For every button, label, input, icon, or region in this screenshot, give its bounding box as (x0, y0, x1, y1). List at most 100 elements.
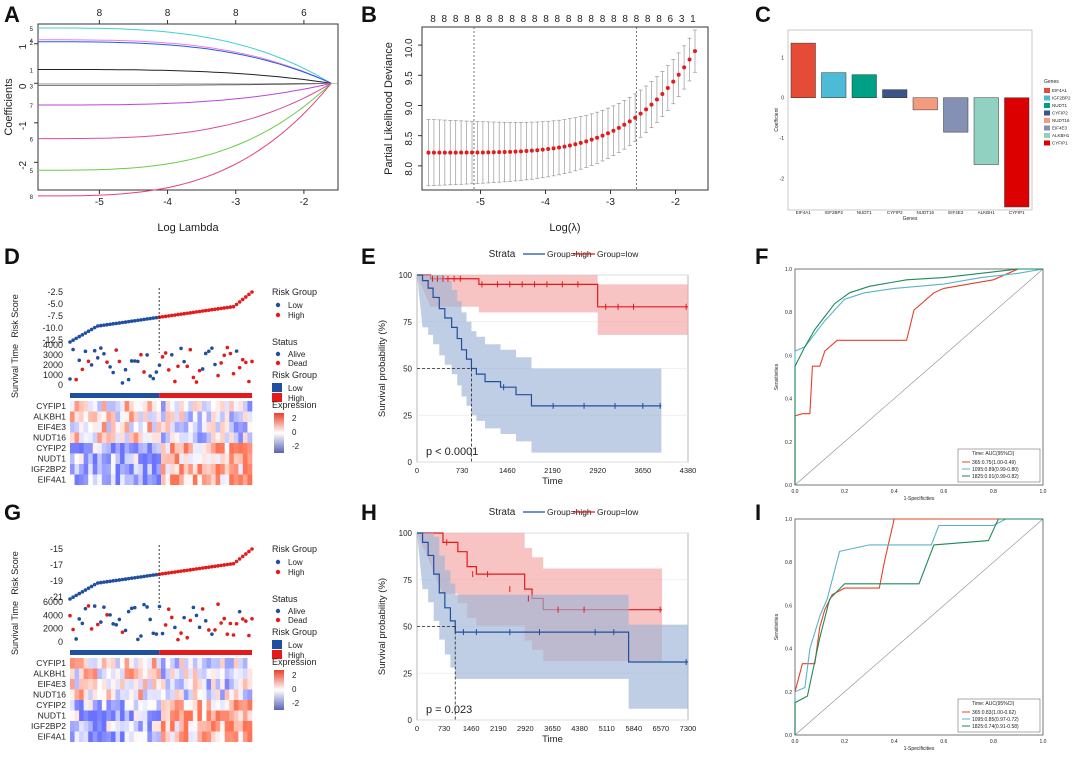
g-risk-point-51 (225, 562, 230, 567)
g-legend-dead-dot (275, 617, 281, 623)
g-heat-cell-2-18 (151, 679, 157, 690)
d-legend-high-label: High (288, 311, 304, 320)
d-heat-cell-5-4 (88, 453, 94, 464)
e-ytick-label-3: 75 (403, 318, 412, 327)
d-heat-cell-7-16 (142, 474, 148, 485)
g-heat-cell-1-15 (138, 668, 144, 679)
g-surv-point-0 (68, 613, 72, 618)
d-gene-label-4: CYFIP2 (36, 443, 66, 453)
g-surv-point-53 (231, 633, 236, 637)
d-heat-cell-0-29 (201, 401, 207, 412)
g-surv-point-27 (151, 631, 156, 636)
g-legend-high-label: High (288, 568, 304, 577)
f-xtick-label-4: 0.8 (990, 489, 997, 495)
panel-label-a: A (4, 2, 20, 27)
d-heat-cell-1-13 (129, 411, 134, 422)
g-heat-cell-0-33 (220, 658, 225, 669)
d-heat-cell-5-6 (97, 453, 103, 464)
g-risk-point-15 (114, 578, 119, 583)
b-top-label-8: 8 (521, 14, 527, 25)
d-heat-cell-4-22 (170, 443, 175, 454)
a-path-label-8: 8 (30, 195, 34, 201)
d-surv-point-7 (89, 363, 94, 367)
g-heat-cell-3-13 (129, 689, 134, 700)
d-risk-point-1 (71, 338, 75, 343)
d-heat-cell-5-23 (174, 453, 180, 464)
c-ytick-label-3: 1 (781, 55, 784, 61)
b-deviance-point-11 (486, 150, 491, 155)
g-heat-cell-7-5 (92, 731, 98, 742)
d-surv-point-37 (182, 359, 186, 364)
b-ytick-label-4: 10.0 (404, 38, 415, 58)
d-risk-point-44 (203, 308, 208, 313)
b-deviance-point-20 (535, 148, 540, 153)
d-heat-cell-6-1 (74, 464, 80, 475)
g-heat-cell-1-7 (101, 668, 107, 679)
g-risk-point-10 (99, 580, 103, 585)
panel-label-d: D (4, 244, 20, 269)
d-heat-cell-5-10 (115, 453, 121, 464)
e-legend-title: Strata (489, 249, 516, 260)
d-surv-point-52 (228, 351, 233, 356)
g-heat-cell-4-28 (197, 700, 203, 711)
d-heat-cell-6-35 (229, 464, 235, 475)
g-legend-expr-bar (274, 670, 284, 710)
d-heat-cell-2-10 (115, 422, 121, 433)
g-heat-cell-4-27 (192, 700, 198, 711)
g-heat-cell-6-16 (142, 721, 148, 732)
h-ytick-label-0: 0 (408, 716, 413, 725)
d-surv-point-46 (210, 346, 214, 350)
d-gene-label-7: EIF4A1 (38, 475, 67, 485)
d-heat-cell-6-25 (183, 464, 189, 475)
g-heat-cell-5-1 (74, 710, 80, 721)
d-heat-cell-1-6 (97, 411, 103, 422)
g-heat-cell-2-9 (110, 679, 116, 690)
g-risk-point-9 (95, 581, 100, 585)
h-pvalue: p = 0.023 (426, 704, 472, 716)
d-heat-cell-0-4 (88, 401, 94, 412)
d-heat-cell-5-28 (197, 453, 203, 464)
b-top-label-19: 8 (645, 14, 651, 25)
f-legend-title: Time: AUC(95%CI) (972, 451, 1015, 457)
g-heat-cell-1-24 (179, 668, 185, 679)
d-heat-cell-7-14 (133, 474, 139, 485)
d-heat-cell-6-28 (197, 464, 203, 475)
g-legend-low-dot (275, 559, 281, 565)
d-groupbar-high (159, 393, 252, 398)
d-risk-point-48 (216, 307, 220, 311)
d-heat-cell-0-15 (138, 401, 144, 412)
a-toptick-label-0: 8 (97, 8, 103, 19)
g-groupbar-high (159, 650, 252, 655)
e-high-ci-ribbon (417, 275, 662, 453)
d-heat-cell-3-27 (192, 432, 198, 443)
e-xtick-label-2: 1460 (499, 466, 516, 475)
g-surv-point-22 (136, 637, 140, 642)
d-heat-cell-0-13 (129, 401, 134, 412)
d-gene-label-2: EIF4E3 (38, 422, 67, 432)
g-heat-cell-4-16 (142, 700, 148, 711)
a-xlabel: Log Lambda (157, 222, 219, 234)
b-top-label-9: 8 (532, 14, 538, 25)
a-ytick-label-1: -1 (18, 121, 29, 130)
d-surv-point-23 (139, 352, 143, 357)
h-legend-low-label: Group=low (597, 507, 639, 517)
d-heat-cell-1-25 (183, 411, 189, 422)
d-heat-cell-3-12 (124, 432, 130, 443)
h-xtick-label-6: 4380 (571, 724, 588, 733)
g-heat-cell-3-2 (79, 689, 84, 700)
g-heat-cell-3-32 (215, 689, 221, 700)
g-heat-cell-4-37 (238, 700, 244, 711)
g-heat-cell-3-10 (115, 689, 121, 700)
g-risk-point-13 (108, 579, 112, 584)
g-heat-cell-5-35 (229, 710, 235, 721)
g-surv-point-3 (77, 617, 82, 621)
d-heat-cell-6-30 (206, 464, 212, 475)
d-surv-point-6 (86, 359, 91, 364)
g-risk-point-34 (173, 570, 177, 574)
d-risk-point-5 (83, 331, 88, 335)
d-heat-cell-0-36 (233, 401, 239, 412)
g-surv-point-44 (203, 619, 208, 623)
e-xtick-label-4: 2920 (589, 466, 606, 475)
d-risk-point-24 (142, 317, 146, 322)
g-heat-cell-5-10 (115, 710, 121, 721)
